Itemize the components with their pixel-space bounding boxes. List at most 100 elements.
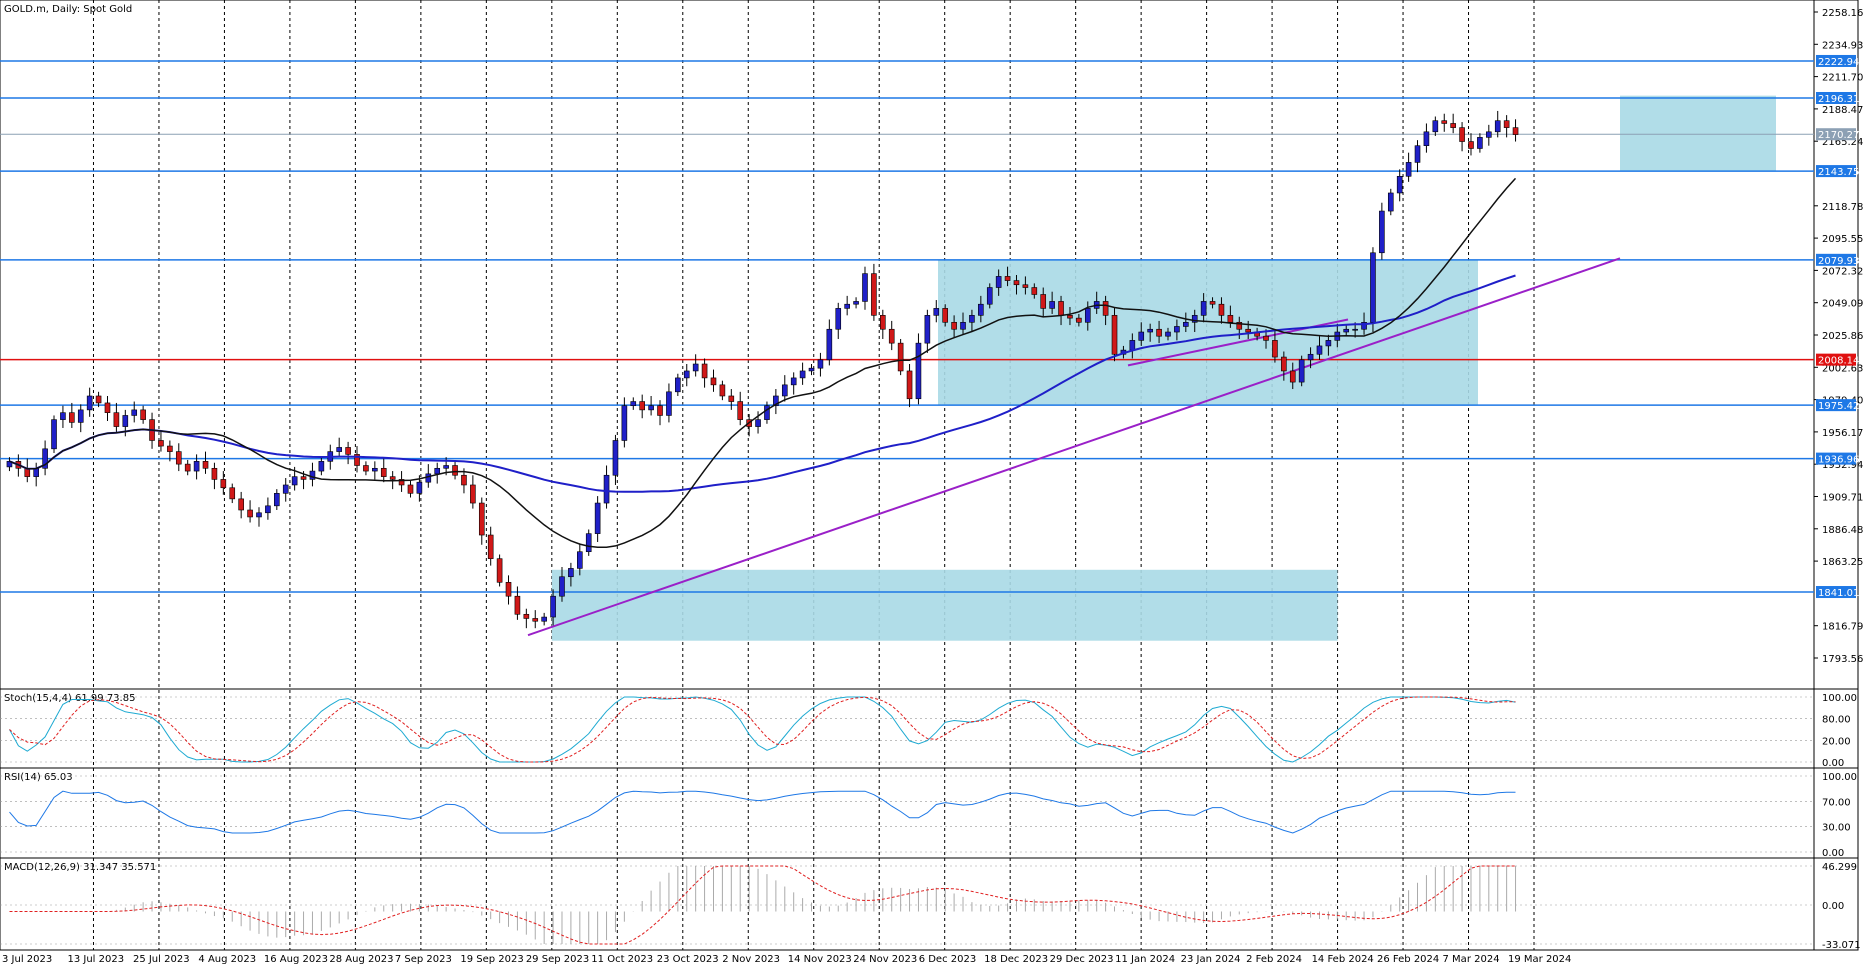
date-tick-label: 7 Mar 2024 bbox=[1443, 954, 1500, 965]
rsi-line bbox=[9, 790, 1516, 834]
candle-body bbox=[978, 303, 984, 316]
candle-body bbox=[318, 461, 325, 472]
candle-body bbox=[247, 509, 253, 518]
candle-body bbox=[363, 465, 369, 472]
candle-body bbox=[603, 474, 610, 504]
candle-body bbox=[1512, 127, 1519, 135]
candle-body bbox=[60, 412, 66, 420]
indicator-tick-label: 20.00 bbox=[1822, 736, 1851, 747]
date-tick-label: 14 Feb 2024 bbox=[1312, 954, 1374, 965]
indicator-tick-label: 0.00 bbox=[1822, 848, 1844, 859]
candle-body bbox=[1361, 321, 1367, 330]
macd-pane[interactable] bbox=[0, 857, 1859, 951]
stoch-signal-line bbox=[9, 696, 1516, 763]
moving-averages bbox=[9, 177, 1517, 549]
candle-body bbox=[113, 412, 120, 427]
candle-body bbox=[220, 479, 227, 489]
candle-body bbox=[826, 328, 833, 361]
candle-body bbox=[514, 595, 521, 615]
level-badge bbox=[1816, 165, 1856, 178]
level-badge bbox=[1816, 253, 1856, 266]
candle-body bbox=[728, 395, 735, 402]
candle-body bbox=[95, 395, 102, 404]
candle-body bbox=[372, 467, 378, 472]
indicator-label: Stoch(15,4,4) 61.99 73.85 bbox=[4, 693, 135, 704]
candle-body bbox=[1129, 340, 1136, 351]
candle-body bbox=[478, 502, 485, 536]
date-tick-label: 16 Aug 2023 bbox=[264, 954, 328, 965]
candle-body bbox=[175, 451, 182, 465]
candle-body bbox=[737, 401, 744, 420]
candle-body bbox=[1227, 315, 1234, 323]
candle-body bbox=[532, 618, 539, 622]
candle-body bbox=[1316, 345, 1323, 355]
date-tick-label: 13 Jul 2023 bbox=[67, 954, 124, 965]
candle-body bbox=[995, 276, 1002, 288]
price-tick-label: 2049.09 bbox=[1822, 299, 1863, 310]
candle-body bbox=[897, 342, 904, 372]
candle-body bbox=[1486, 131, 1492, 138]
candle-body bbox=[755, 419, 761, 427]
vertical-grid bbox=[92, 0, 1535, 950]
candle-body bbox=[184, 463, 191, 472]
date-tick-label: 28 Aug 2023 bbox=[329, 954, 393, 965]
candle-body bbox=[648, 405, 654, 411]
level-badge bbox=[1816, 586, 1856, 599]
candle-body bbox=[193, 461, 200, 472]
indicator-tick-label: 0.00 bbox=[1822, 758, 1844, 769]
candle-body bbox=[594, 502, 601, 534]
candle-body bbox=[577, 551, 583, 569]
indicator-label: RSI(14) 65.03 bbox=[4, 772, 73, 783]
candle-body bbox=[1387, 192, 1394, 212]
candle-body bbox=[309, 470, 316, 480]
candle-body bbox=[719, 384, 726, 397]
level-badge-label: 2079.93 bbox=[1818, 256, 1859, 267]
level-badge bbox=[1816, 54, 1856, 67]
candle-body bbox=[871, 273, 877, 316]
date-tick-label: 29 Sep 2023 bbox=[526, 954, 589, 965]
price-tick-label: 2002.63 bbox=[1822, 363, 1863, 374]
indicator-tick-label: -33.071 bbox=[1822, 940, 1861, 951]
candle-body bbox=[1174, 326, 1180, 333]
candle-body bbox=[505, 582, 512, 597]
candle-body bbox=[1067, 315, 1073, 319]
candle-body bbox=[487, 534, 494, 559]
candle-body bbox=[1200, 301, 1207, 316]
candle-body bbox=[1298, 359, 1305, 383]
date-tick-label: 26 Feb 2024 bbox=[1377, 954, 1439, 965]
date-tick-label: 18 Dec 2023 bbox=[984, 954, 1048, 965]
level-badge-label: 2196.31 bbox=[1818, 94, 1859, 105]
date-tick-label: 29 Dec 2023 bbox=[1050, 954, 1114, 965]
rsi-pane[interactable] bbox=[0, 767, 1859, 859]
candle-body bbox=[1370, 252, 1376, 323]
candle-body bbox=[942, 308, 948, 323]
date-tick-label: 4 Aug 2023 bbox=[198, 954, 256, 965]
price-zone bbox=[1620, 95, 1776, 172]
candle-body bbox=[621, 405, 628, 441]
candle-body bbox=[1236, 321, 1243, 330]
candle-body bbox=[666, 391, 672, 416]
candle-body bbox=[69, 412, 75, 423]
candle-body bbox=[1379, 210, 1385, 254]
candle-body bbox=[229, 487, 236, 500]
date-tick-label: 14 Nov 2023 bbox=[788, 954, 852, 965]
stochastic-pane[interactable] bbox=[0, 688, 1859, 769]
candle-body bbox=[1405, 162, 1412, 177]
chart-title: GOLD.m, Daily: Spot Gold bbox=[4, 4, 132, 15]
candle-body bbox=[211, 467, 218, 480]
price-tick-label: 2025.86 bbox=[1822, 331, 1863, 342]
date-tick-label: 19 Sep 2023 bbox=[460, 954, 523, 965]
candle-body bbox=[880, 315, 886, 330]
candle-body bbox=[969, 315, 975, 323]
candle-body bbox=[1191, 315, 1198, 323]
candle-body bbox=[1450, 123, 1456, 128]
candle-body bbox=[773, 395, 779, 407]
candle-body bbox=[1414, 145, 1421, 163]
candle-body bbox=[6, 461, 13, 468]
candle-body bbox=[1004, 276, 1011, 281]
candle-body bbox=[986, 287, 993, 305]
candle-body bbox=[1477, 137, 1483, 149]
macd-signal-line bbox=[9, 865, 1516, 945]
candle-body bbox=[140, 409, 146, 420]
